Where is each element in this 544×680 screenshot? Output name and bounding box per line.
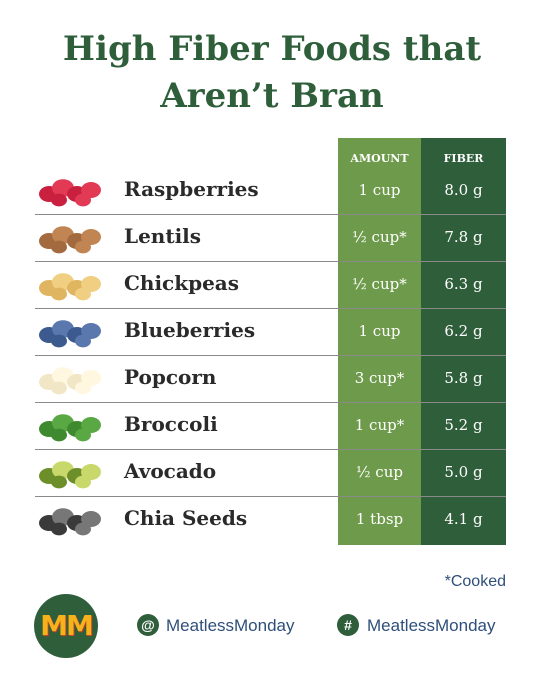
title: High Fiber Foods that Aren’t Bran — [62, 29, 482, 116]
table-row: Blueberries 1 cup 6.2 g — [35, 309, 506, 356]
food-icon — [39, 461, 101, 489]
food-icon — [39, 508, 101, 536]
table-row: Popcorn 3 cup* 5.8 g — [35, 356, 506, 403]
row-divider — [35, 402, 506, 403]
name: Blueberries — [124, 318, 256, 342]
fiber: 5.2 g — [444, 416, 483, 434]
name: Lentils — [124, 224, 202, 248]
table-row: Chickpeas ½ cup* 6.3 g — [35, 262, 506, 309]
amount: 1 cup — [358, 181, 401, 199]
logo-text: MM — [40, 609, 94, 642]
row-divider — [35, 308, 506, 309]
amount: 1 cup* — [354, 416, 405, 434]
amount: 3 cup* — [354, 369, 405, 387]
table-row: Raspberries 1 cup 8.0 g — [35, 168, 506, 215]
fiber: 7.8 g — [444, 228, 483, 246]
name: Raspberries — [124, 177, 259, 201]
table-row: Broccoli 1 cup* 5.2 g — [35, 403, 506, 450]
amount: ½ cup* — [352, 228, 407, 246]
food-icon — [39, 320, 101, 348]
row-divider — [35, 496, 506, 497]
fiber: 8.0 g — [444, 181, 483, 199]
amount: ½ cup — [356, 463, 403, 481]
food-icon — [39, 226, 101, 254]
name: Chickpeas — [124, 271, 240, 295]
table-row: Avocado ½ cup 5.0 g — [35, 450, 506, 497]
amount: 1 tbsp — [355, 510, 404, 528]
logo: MM — [34, 594, 98, 658]
amount: ½ cup* — [352, 275, 407, 293]
table-row: Lentils ½ cup* 7.8 g — [35, 215, 506, 262]
name: Chia Seeds — [124, 506, 248, 530]
handle[interactable]: MeatlessMonday — [367, 616, 496, 635]
food-icon — [39, 273, 101, 301]
column-header: FIBER — [443, 152, 484, 165]
fiber: 4.1 g — [444, 510, 483, 528]
fiber: 5.8 g — [444, 369, 483, 387]
handle[interactable]: MeatlessMonday — [166, 616, 295, 635]
food-icon — [39, 414, 101, 442]
amount: 1 cup — [358, 322, 401, 340]
row-divider — [35, 449, 506, 450]
column-header: AMOUNT — [350, 152, 409, 165]
row-divider — [35, 261, 506, 262]
amount-column — [338, 138, 421, 545]
fiber: 5.0 g — [444, 463, 483, 481]
row-divider — [35, 214, 506, 215]
name: Popcorn — [124, 365, 217, 389]
name: Avocado — [124, 459, 217, 483]
table-row: Chia Seeds 1 tbsp 4.1 g — [35, 497, 506, 544]
handle-icon: @ — [137, 614, 159, 636]
fiber: 6.3 g — [444, 275, 483, 293]
handle-icon: # — [337, 614, 359, 636]
name: Broccoli — [124, 412, 218, 436]
footnote: *Cooked — [444, 573, 506, 590]
fiber-column — [421, 138, 506, 545]
fiber: 6.2 g — [444, 322, 483, 340]
food-icon — [39, 367, 101, 395]
row-divider — [35, 355, 506, 356]
food-icon — [39, 179, 101, 207]
